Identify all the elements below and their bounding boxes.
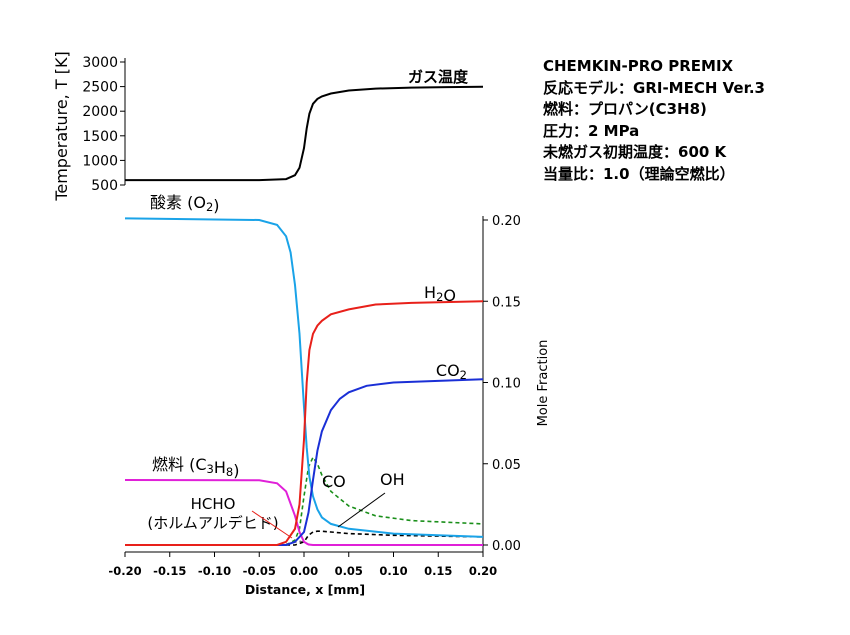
x-tick-label: 0.15 (424, 564, 452, 578)
temperature-y-tick-label: 3000 (82, 55, 118, 71)
x-tick-label: 0.05 (335, 564, 363, 578)
series-line-h2o (125, 300, 484, 546)
series-line-gas-temperature (125, 85, 484, 182)
series-label-o2: 酸素 (O2) (150, 193, 220, 215)
simulation-conditions: CHEMKIN-PRO PREMIX 反応モデル：GRI-MECH Ver.3 … (543, 56, 765, 185)
series-label-h2o: H2O (424, 283, 456, 305)
x-tick-label: 0.20 (469, 564, 497, 578)
mole-fraction-y-tick-label: 0.15 (492, 295, 521, 310)
mole-fraction-y-tick-label: 0.20 (492, 214, 521, 229)
temperature-y-tick-label: 500 (91, 178, 118, 194)
temperature-y-axis-label: Temperature, T [K] (52, 51, 71, 201)
x-tick-label: -0.05 (243, 564, 276, 578)
temperature-y-tick-label: 2000 (82, 104, 118, 120)
info-line-solver: CHEMKIN-PRO PREMIX (543, 57, 734, 75)
x-tick-label: -0.10 (198, 564, 231, 578)
series-label-co: CO (322, 472, 346, 491)
x-tick-label: 0.00 (290, 564, 318, 578)
series-label-co2: CO2 (436, 361, 467, 382)
x-axis-label: Distance, x [mm] (245, 582, 365, 597)
temperature-y-tick-label: 1000 (82, 153, 118, 169)
series-line-co2 (125, 378, 484, 546)
temperature-y-tick-label: 1500 (82, 129, 118, 145)
series-line-oh (125, 530, 484, 546)
mole-fraction-y-tick-label: 0.10 (492, 377, 521, 392)
hcho-leader-line (251, 510, 293, 539)
series-line-c3h8 (124, 479, 483, 546)
info-line-fuel: 燃料：プロパン(C3H8) (543, 100, 707, 118)
mole-fraction-y-axis-label: Mole Fraction (536, 340, 551, 427)
x-tick-label: 0.10 (379, 564, 407, 578)
info-line-pressure: 圧力：2 MPa (543, 121, 640, 140)
info-line-mechanism: 反応モデル：GRI-MECH Ver.3 (543, 78, 765, 97)
series-label-oh: OH (380, 470, 405, 489)
series-label-gas-temperature: ガス温度 (408, 68, 469, 86)
info-line-equivalence-ratio: 当量比：1.0（理論空燃比） (543, 164, 735, 183)
mole-fraction-plot: -0.20 -0.15 -0.10 -0.05 0.00 0.05 0.10 0.15 0.20… (108, 193, 551, 597)
oh-leader-line (337, 492, 386, 528)
series-label-c3h8: 燃料 (C3H8) (152, 455, 239, 480)
mole-fraction-y-tick-label: 0.00 (492, 539, 521, 554)
x-tick-label: -0.20 (108, 564, 141, 578)
mole-fraction-y-tick-label: 0.05 (492, 458, 521, 473)
temperature-plot: 3000 2500 2000 1500 1000 500 Temperature, T [K… (52, 51, 484, 202)
temperature-y-tick-label: 2500 (82, 80, 118, 96)
series-line-o2 (124, 217, 484, 538)
x-tick-label: -0.15 (153, 564, 186, 578)
info-line-initial-temperature: 未燃ガス初期温度：600 K (543, 143, 727, 161)
series-label-hcho: HCHO (ホルムアルデヒド) (147, 495, 278, 532)
